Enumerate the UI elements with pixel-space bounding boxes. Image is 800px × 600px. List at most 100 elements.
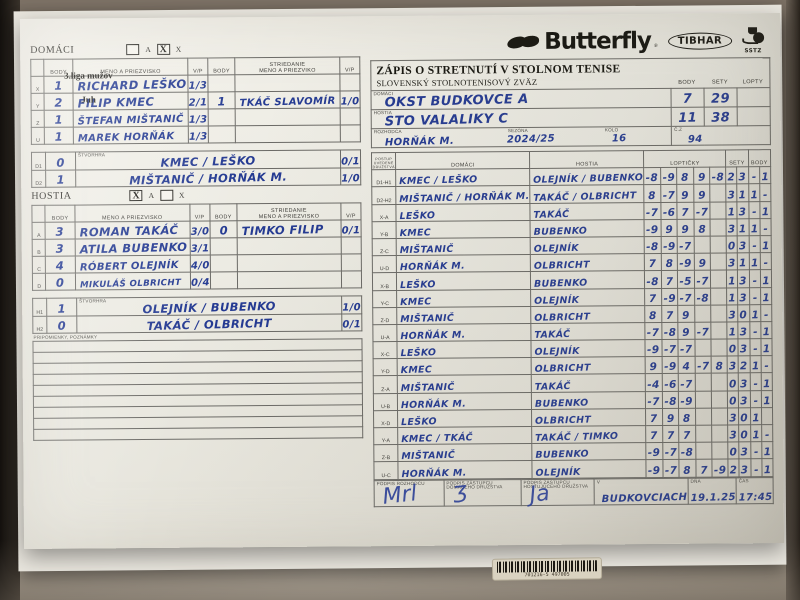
- row-key: D1: [31, 152, 46, 171]
- row-point-1: 1: [749, 188, 758, 201]
- row-vp: 1/0: [341, 173, 361, 185]
- row-body: 4: [56, 258, 65, 273]
- butterfly-registered-mark: ®: [653, 43, 658, 50]
- league-group: Juh: [81, 94, 96, 105]
- season-label: SEZÓNA: [507, 128, 528, 134]
- doubles-name-cell: ŠTVORHRA OLEJNÍK / BUBENKO: [76, 295, 342, 316]
- place-label: V: [596, 479, 601, 485]
- row-ball-3: 4: [682, 361, 691, 374]
- row-sub-body: 0: [219, 223, 228, 238]
- row-vp: 1/3: [188, 114, 208, 126]
- row-pairing: Z-B: [373, 444, 399, 463]
- row-ball-2: -7: [664, 464, 678, 477]
- row-ball-3: 7: [681, 206, 690, 219]
- signature-table: PODPIS ROZHODCU Mrl PODPIS ZÁSTUPCU DOMÁ…: [374, 477, 774, 509]
- document-title-box: ZÁPIS O STRETNUTÍ V STOLNOM TENISE SLOVE…: [370, 57, 771, 91]
- row-ball-4: 7: [699, 464, 708, 477]
- row-point-2: 1: [762, 343, 771, 356]
- away-checkbox-x[interactable]: [159, 189, 174, 201]
- time-value: 17:45: [738, 491, 773, 504]
- home-checkbox-x[interactable]: [156, 43, 170, 55]
- row-ball-3: -5: [679, 275, 693, 288]
- table-row[interactable]: D1 0 ŠTVORHRA KMEC / LEŠKO 0/1: [31, 149, 361, 171]
- butterfly-logo: Butterfly ®: [506, 28, 658, 55]
- row-pairing: Y-C: [372, 290, 397, 308]
- row-set-1: 0: [729, 377, 738, 391]
- row-ball-1: -4: [647, 378, 661, 391]
- row-ball-2: 9: [666, 412, 675, 425]
- row-point-2: -: [764, 360, 770, 373]
- col-vp2: V/P: [339, 56, 360, 74]
- right-panel: Butterfly ® TIBHAR SSTZ ZÁPIS O STRETNUT…: [370, 23, 774, 509]
- row-body: 1: [57, 301, 67, 316]
- notes-line[interactable]: [33, 426, 363, 440]
- row-ball-4: -7: [695, 206, 709, 219]
- row-pairing: X-A: [371, 204, 397, 222]
- sstz-wordmark: SSTZ: [744, 47, 762, 54]
- table-row[interactable]: H1 1 ŠTVORHRA OLEJNÍK / BUBENKO 1/0: [32, 295, 362, 317]
- row-key: A: [32, 222, 46, 240]
- row-sub-name: TIMKO FILIP: [241, 222, 324, 239]
- row-set-1: 0: [729, 395, 738, 408]
- row-vp: 1/3: [188, 80, 208, 92]
- col-vp2: V/P: [340, 202, 362, 220]
- row-ball-1: -7: [646, 206, 659, 219]
- row-ball-1: 8: [648, 189, 657, 202]
- table-row[interactable]: D 0 MIKULÁŠ OLBRICHT 0/4: [32, 270, 362, 290]
- row-body: 0: [56, 275, 65, 290]
- row-ball-1: -9: [647, 344, 661, 357]
- table-row[interactable]: U-C HORŇÁK M. OLEJNÍK -9 -7 8 7 -9 2 3-1: [373, 458, 774, 480]
- match-header-table: DOMÁCI OKST BUDKOVCE A 7 29 HOSTIA STO V…: [371, 87, 771, 149]
- row-point-2: -: [762, 188, 768, 201]
- row-away: TAKÁČ: [535, 380, 572, 393]
- row-point-1: 1: [750, 309, 759, 322]
- row-ball-3: 8: [683, 464, 692, 477]
- row-point-2: 1: [762, 326, 771, 339]
- row-body: 3: [55, 224, 65, 239]
- row-ball-2: 7: [665, 309, 674, 322]
- row-set-2: 2: [740, 360, 749, 373]
- row-ball-3: -7: [680, 343, 693, 357]
- row-point-1: 1: [750, 257, 759, 270]
- col-sub: STRIEDANIE MENO A PRIEZVIKO: [235, 56, 340, 75]
- row-point-1: -: [752, 326, 758, 339]
- notes-table[interactable]: [32, 338, 363, 441]
- row-point-2: -: [762, 223, 768, 236]
- row-ball-2: -7: [662, 189, 676, 202]
- home-checkbox-x-label: X: [175, 44, 182, 54]
- row-set-2: 1: [738, 188, 747, 201]
- home-sets: 29: [711, 91, 731, 107]
- row-ball-2: -9: [662, 172, 676, 185]
- row-set-1: 1: [727, 206, 736, 219]
- match-referee-row[interactable]: ROZHODCA HORŇÁK M. SEZÓNA 2024/25 KOLO 1…: [371, 125, 771, 149]
- row-vp: 1/0: [342, 302, 362, 314]
- away-checkbox-a[interactable]: [129, 190, 143, 202]
- row-pairing: Z-D: [372, 307, 398, 325]
- row-ball-1: -7: [647, 395, 661, 408]
- row-ball-1: -9: [648, 464, 662, 477]
- row-vp: 1/3: [188, 131, 209, 143]
- row-set-2: 3: [739, 343, 748, 356]
- away-checkbox-x-label: X: [178, 190, 185, 200]
- row-ball-2: -8: [664, 395, 677, 408]
- col-name: MENO A PRIEZVISKO: [74, 204, 190, 223]
- row-pairing: U-B: [373, 393, 398, 411]
- code-label: Č.Z: [674, 126, 683, 132]
- row-ball-4: -8: [695, 292, 709, 305]
- table-row[interactable]: U 1 MAREK HORŇÁK 1/3: [31, 124, 361, 144]
- results-table: POSTUP UVEDENÉ DRUŽSTVÁ DOMÁCI HOSTIA LO…: [371, 149, 774, 480]
- row-point-2: 1: [763, 463, 772, 476]
- row-sub-vp: 0/1: [341, 225, 361, 237]
- row-vp: 3/1: [190, 243, 210, 255]
- row-pairing: D2-H2: [371, 186, 397, 205]
- home-team-heading-row: DOMÁCI A X: [30, 42, 360, 56]
- row-set-2: 3: [738, 171, 747, 184]
- row-set-2: 0: [740, 429, 749, 442]
- col-vp: V/P: [187, 58, 209, 76]
- home-checkbox-a[interactable]: [126, 44, 140, 56]
- row-set-1: 3: [728, 360, 738, 373]
- row-pairing: U-C: [373, 461, 399, 480]
- row-point-2: -: [763, 257, 769, 270]
- row-key: B: [32, 239, 46, 257]
- row-away: OLEJNÍK: [535, 466, 582, 479]
